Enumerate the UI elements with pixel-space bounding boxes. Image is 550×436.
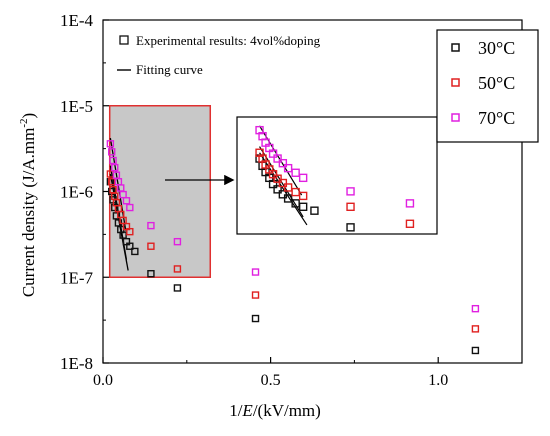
annotation-marker-square <box>119 35 129 45</box>
legend-label-50: 50°C <box>478 73 515 93</box>
x-axis-label: 1/E/(kV/mm) <box>229 401 321 420</box>
inset-data-point-70 <box>273 154 282 163</box>
legend-label-70: 70°C <box>478 108 515 128</box>
inset-data-point-30 <box>283 194 293 203</box>
inset <box>236 116 438 235</box>
inset-data-point-30 <box>346 223 355 232</box>
y-tick-label: 1E-5 <box>60 97 93 116</box>
data-point-50 <box>147 242 155 250</box>
data-point-70 <box>109 156 117 165</box>
legend: 30°C 50°C 70°C <box>436 29 539 143</box>
x-tick-label: 1.0 <box>428 372 448 389</box>
inset-data-point-50 <box>405 219 415 228</box>
inset-data-point-30 <box>273 185 282 194</box>
inset-point-layer <box>255 125 415 232</box>
y-tick-label: 1E-4 <box>60 11 94 30</box>
data-point-70 <box>122 197 131 205</box>
inset-data-point-70 <box>405 199 415 208</box>
data-point-30 <box>173 284 182 292</box>
data-point-70 <box>126 203 134 212</box>
data-point-50 <box>126 227 134 236</box>
data-point-50 <box>251 291 260 299</box>
data-point-70 <box>173 237 182 246</box>
data-point-layer <box>106 140 480 355</box>
legend-marker-30 <box>451 43 460 52</box>
inset-data-point-70 <box>346 187 355 196</box>
legend-marker-70 <box>451 113 460 122</box>
data-point-50 <box>173 265 182 273</box>
inset-data-point-70 <box>283 163 293 173</box>
data-point-50 <box>471 325 480 333</box>
data-point-30 <box>471 346 480 355</box>
inset-frame <box>236 116 438 235</box>
inset-data-point-30 <box>298 202 308 211</box>
inset-data-point-50 <box>268 170 278 179</box>
y-tick-label: 1E-6 <box>60 183 93 202</box>
tick-layer: 0.0 0.5 1.0 1E-8 1E-7 1E-6 1E-5 1E-4 <box>60 11 448 389</box>
data-point-70 <box>111 163 119 172</box>
inset-data-point-70 <box>298 173 308 183</box>
data-point-70 <box>147 221 155 230</box>
data-point-70 <box>106 140 115 148</box>
data-point-70 <box>471 304 480 313</box>
inset-data-point-50 <box>298 191 308 201</box>
inset-data-point-70 <box>268 149 278 158</box>
inset-data-point-30 <box>310 206 319 215</box>
x-tick-label: 0.5 <box>261 372 281 389</box>
data-point-30 <box>126 242 134 250</box>
legend-marker-50 <box>451 78 460 87</box>
annotation-label-experimental: Experimental results: 4vol%doping <box>136 33 321 48</box>
legend-label-30: 30°C <box>478 38 515 58</box>
annotation-legend: Experimental results: 4vol%doping Fittin… <box>117 33 321 77</box>
data-point-70 <box>108 148 116 156</box>
inset-data-point-70 <box>291 168 300 177</box>
data-point-30 <box>131 247 139 256</box>
inset-fit-curve-30 <box>259 152 308 226</box>
inset-data-point-70 <box>278 158 288 168</box>
data-point-50 <box>108 178 116 186</box>
data-point-30 <box>251 314 260 323</box>
data-point-70 <box>251 268 260 276</box>
y-tick-label: 1E-7 <box>60 268 94 287</box>
y-tick-label: 1E-8 <box>60 354 93 373</box>
data-point-30 <box>147 270 155 278</box>
inset-data-point-50 <box>283 183 293 192</box>
data-point-30 <box>112 212 121 220</box>
inset-data-point-50 <box>273 174 282 183</box>
y-axis-label: Current density (J/A.mm-2) <box>18 113 38 297</box>
inset-data-point-30 <box>268 179 278 189</box>
inset-data-point-50 <box>346 202 355 211</box>
x-tick-label: 0.0 <box>93 372 113 389</box>
inset-data-point-50 <box>278 178 288 188</box>
annotation-label-fitting: Fitting curve <box>136 62 203 77</box>
